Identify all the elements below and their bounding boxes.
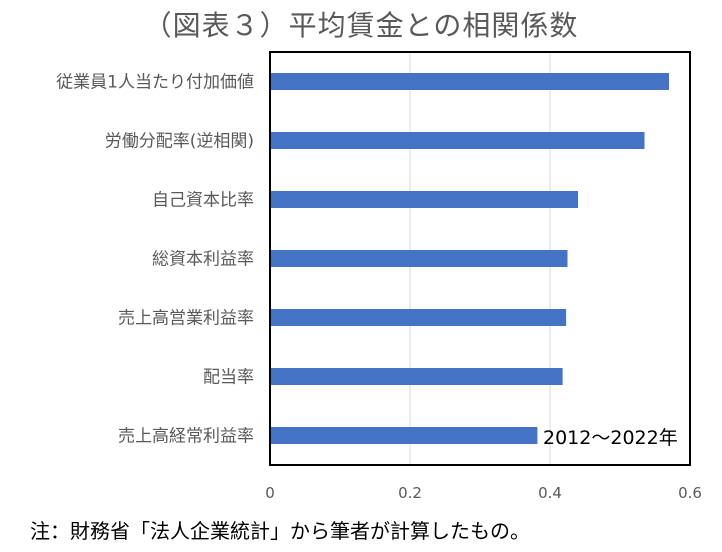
category-label: 従業員1人当たり付加価値 (56, 73, 254, 93)
x-tick-labels: 0 0.2 0.4 0.6 (265, 484, 702, 502)
bar (270, 427, 538, 444)
bar (270, 73, 669, 90)
category-label: 総資本利益率 (152, 250, 254, 270)
x-tick-label: 0.4 (538, 484, 562, 502)
bar (270, 132, 645, 149)
source-note: 注：財務省「法人企業統計」から筆者が計算したもの。 (30, 519, 530, 543)
x-tick-label: 0.2 (398, 484, 422, 502)
bar (270, 309, 567, 326)
bar (270, 250, 568, 267)
chart-title: （図表３）平均賃金との相関係数 (143, 9, 579, 42)
period-annotation: 2012〜2022年 (543, 427, 678, 449)
bars (270, 73, 669, 444)
x-tick-label: 0.6 (678, 484, 702, 502)
category-label: 売上高経常利益率 (118, 427, 254, 447)
category-label: 労働分配率(逆相関) (105, 132, 254, 152)
category-label: 売上高営業利益率 (118, 309, 254, 329)
bar (270, 368, 563, 385)
bar (270, 191, 578, 208)
plot-frame (269, 51, 691, 466)
x-tick-label: 0 (265, 484, 275, 502)
category-label: 配当率 (203, 368, 254, 388)
category-label: 自己資本比率 (152, 191, 254, 211)
